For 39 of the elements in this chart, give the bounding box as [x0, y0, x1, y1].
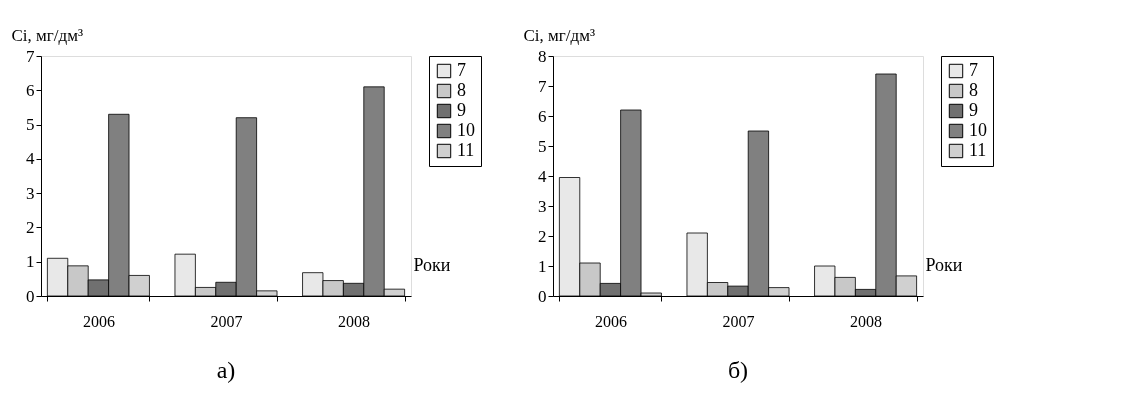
- legend-label: 8: [969, 80, 978, 100]
- y-tick-label: 4: [538, 166, 547, 186]
- x-tick-label: 2007: [722, 312, 755, 330]
- legend-label: 11: [969, 140, 987, 160]
- y-tick-label: 5: [538, 136, 547, 156]
- x-tick-label: 2008: [338, 312, 371, 330]
- y-tick-label: 8: [538, 46, 547, 66]
- y-tick-label: 3: [538, 196, 547, 216]
- y-tick-label: 6: [538, 106, 547, 126]
- legend-label: 7: [457, 60, 466, 80]
- y-tick-label: 6: [26, 80, 35, 100]
- x-axis-title: Роки: [925, 254, 963, 275]
- y-tick-label: 2: [538, 226, 547, 246]
- text: б): [727, 357, 749, 383]
- y-tick-label: 0: [26, 286, 35, 306]
- legend-label: 9: [457, 100, 466, 120]
- text: а): [216, 357, 236, 383]
- legend-label: 10: [969, 120, 987, 140]
- legend-label: 9: [969, 100, 978, 120]
- y-tick-label: 4: [26, 149, 35, 169]
- y-axis-title: Сі, мг/дм³: [523, 25, 596, 45]
- x-tick-label: 2006: [594, 312, 627, 330]
- y-tick-label: 7: [538, 76, 547, 96]
- y-tick-label: 1: [538, 256, 547, 276]
- y-tick-label: 5: [26, 115, 35, 135]
- legend-label: 7: [969, 60, 978, 80]
- x-tick-label: 2006: [82, 312, 115, 330]
- y-tick-label: 0: [538, 286, 547, 306]
- x-tick-label: 2007: [210, 312, 243, 330]
- y-axis-title: Сі, мг/дм³: [11, 25, 84, 45]
- legend-label: 10: [457, 120, 475, 140]
- y-tick-label: 3: [26, 183, 35, 203]
- y-tick-label: 1: [26, 252, 35, 272]
- y-tick-label: 7: [26, 46, 35, 66]
- legend-label: 11: [457, 140, 475, 160]
- x-axis-title: Роки: [413, 254, 451, 275]
- x-tick-label: 2008: [850, 312, 883, 330]
- legend-label: 8: [457, 80, 466, 100]
- y-tick-label: 2: [26, 217, 35, 237]
